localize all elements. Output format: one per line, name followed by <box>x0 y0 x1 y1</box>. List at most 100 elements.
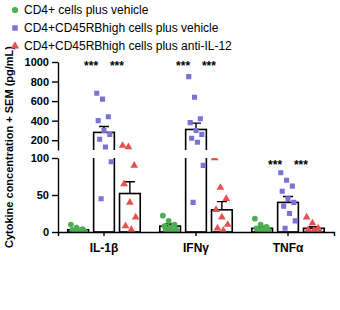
data-point <box>281 204 286 209</box>
data-point <box>283 226 288 231</box>
data-point <box>219 226 227 233</box>
data-point <box>126 198 134 205</box>
data-point <box>199 132 204 137</box>
data-point <box>109 159 114 164</box>
y-tick-label: 400 <box>31 115 49 127</box>
y-axis: 0 50 100 <box>31 152 59 238</box>
data-point <box>125 143 133 150</box>
y-tick-label: 1000 <box>25 56 49 68</box>
legend-marker <box>12 25 17 30</box>
y-axis: 200 400 600 800 1000 <box>25 56 59 150</box>
data-point <box>306 228 314 235</box>
y-tick: 400 <box>31 115 58 127</box>
y-tick-mark <box>52 101 58 102</box>
data-point <box>119 141 127 148</box>
data-point <box>198 116 203 121</box>
data-point <box>106 114 111 119</box>
data-point <box>166 218 172 224</box>
data-point <box>287 211 292 216</box>
data-point <box>120 179 128 186</box>
x-tick: TNFα <box>273 232 304 255</box>
x-tick-label: IL-1β <box>90 241 119 255</box>
data-point <box>96 118 101 123</box>
data-point <box>107 132 112 137</box>
data-point <box>174 228 180 234</box>
y-tick: 200 <box>31 134 58 146</box>
bar <box>212 210 233 232</box>
data-point <box>103 145 108 150</box>
legend-label: CD4+ cells plus vehicle <box>24 3 149 17</box>
y-tick: 50 <box>37 189 58 201</box>
chart: 0 50 100 200 400 600 800 1000 IL-1β IFNγ TNFα Cytok… <box>0 0 340 310</box>
significance-label: *** <box>202 59 216 73</box>
legend-entry: CD4+ cells plus vehicle <box>12 3 149 17</box>
data-point <box>132 213 140 220</box>
error-bar <box>217 202 227 210</box>
bar <box>94 132 115 232</box>
y-tick-mark <box>52 158 58 159</box>
data-point <box>218 213 226 220</box>
y-axis-line <box>58 159 59 233</box>
data-point <box>97 137 102 142</box>
data-point <box>68 222 74 228</box>
y-tick-mark <box>52 195 58 196</box>
data-point <box>195 140 200 145</box>
significance-label: *** <box>268 158 282 172</box>
legend-label: CD4+CD45RBhigh cells plus anti-IL-12 <box>24 39 232 53</box>
x-tick-mark <box>287 232 288 236</box>
y-axis-title: Cytokine concentration + SEM (pg/mL) <box>3 46 15 248</box>
y-tick-label: 50 <box>37 189 49 201</box>
x-tick: IFNγ <box>183 232 209 255</box>
x-tick-label: TNFα <box>273 241 304 255</box>
legend-marker <box>12 7 18 13</box>
x-axis: IL-1β IFNγ TNFα <box>59 232 335 255</box>
plot-area <box>68 74 324 235</box>
x-tick-mark <box>103 232 104 236</box>
data-point <box>284 178 289 183</box>
data-point <box>188 120 193 125</box>
x-axis-line <box>59 233 335 237</box>
data-point <box>186 74 191 79</box>
y-tick-mark <box>52 62 58 63</box>
data-point <box>99 196 104 201</box>
data-point <box>214 224 222 231</box>
y-tick-label: 600 <box>31 95 49 107</box>
data-point <box>130 161 138 168</box>
legend-label: CD4+CD45RBhigh cells plus vehicle <box>24 21 219 35</box>
data-point <box>122 222 130 229</box>
y-tick: 800 <box>31 76 58 88</box>
y-tick: 600 <box>31 95 58 107</box>
data-point <box>217 183 225 190</box>
legend-marker <box>11 41 19 48</box>
significance-label: *** <box>84 59 98 73</box>
y-tick-mark <box>52 232 58 233</box>
data-point <box>224 220 232 227</box>
data-point <box>309 219 317 226</box>
data-point <box>212 205 220 212</box>
bar <box>278 202 299 232</box>
data-point <box>189 136 194 141</box>
data-point <box>192 95 197 100</box>
y-axis-line <box>58 63 59 151</box>
x-tick: IL-1β <box>90 232 119 255</box>
y-tick-mark <box>52 81 58 82</box>
data-point <box>201 163 206 168</box>
error-bar <box>99 127 109 133</box>
y-tick: 0 <box>43 226 58 238</box>
data-point <box>280 189 285 194</box>
y-tick-label: 800 <box>31 76 49 88</box>
significance-label: *** <box>176 59 190 73</box>
y-tick: 100 <box>31 152 58 164</box>
data-point <box>160 213 166 219</box>
x-tick-mark <box>195 232 196 236</box>
data-point <box>285 196 290 201</box>
bar <box>186 129 207 232</box>
data-point <box>293 218 298 223</box>
y-tick-mark <box>52 120 58 121</box>
significance-label: *** <box>294 158 308 172</box>
data-point <box>94 91 99 96</box>
data-point <box>100 97 105 102</box>
data-point <box>311 228 319 235</box>
data-point <box>193 128 198 133</box>
data-point <box>290 184 295 189</box>
